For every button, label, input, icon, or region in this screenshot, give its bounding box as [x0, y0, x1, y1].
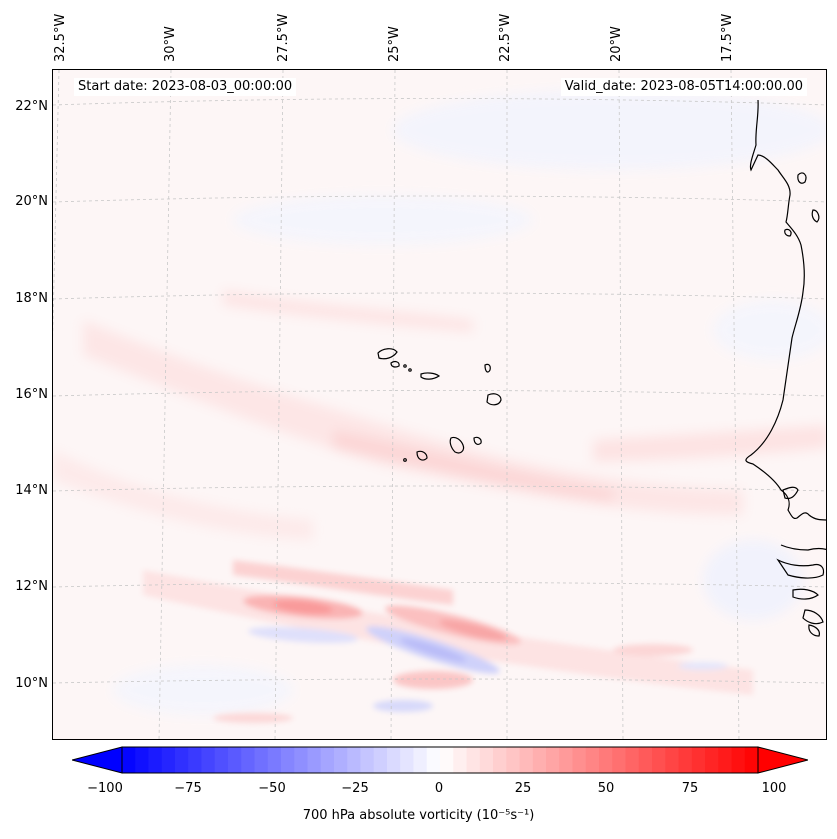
lon-label-30w: 30°W	[163, 26, 178, 62]
vorticity-map	[53, 70, 826, 739]
colorbar-cell	[466, 747, 481, 773]
graticule	[53, 70, 826, 739]
colorbar-cell	[691, 747, 706, 773]
lat-label-20n: 20°N	[15, 194, 48, 209]
colorbar-cell	[426, 747, 441, 773]
colorbar-cell	[744, 747, 759, 773]
colorbar-max-extension	[757, 746, 808, 774]
colorbar-cell	[320, 747, 335, 773]
colorbar-cell	[294, 747, 308, 773]
lat-label-10n: 10°N	[15, 676, 48, 691]
colorbar-cell	[387, 747, 401, 773]
colorbar-cell	[718, 747, 732, 773]
colorbar-cell	[705, 747, 719, 773]
colorbar-cell	[493, 747, 507, 773]
colorbar-cell	[519, 747, 534, 773]
colorbar-label: 700 hPa absolute vorticity (10⁻⁵s⁻¹)	[302, 808, 535, 823]
colorbar-cell	[135, 747, 149, 773]
colorbar-tick: 75	[681, 781, 699, 796]
colorbar-cell	[638, 747, 653, 773]
colorbar-cell	[546, 747, 560, 773]
colorbar-cell	[175, 747, 189, 773]
colorbar-cell	[506, 747, 520, 773]
colorbar-cell	[599, 747, 613, 773]
colorbar-cell	[665, 747, 679, 773]
vorticity-field	[53, 70, 826, 739]
colorbar-cell	[373, 747, 388, 773]
colorbar-tick: −50	[258, 781, 286, 796]
colorbar-cell	[334, 747, 348, 773]
map-panel[interactable]	[52, 69, 827, 740]
colorbar-cell	[652, 747, 666, 773]
colorbar-tick: −75	[174, 781, 202, 796]
colorbar-outline	[121, 746, 759, 774]
coastlines	[745, 99, 826, 637]
colorbar-cell	[254, 747, 269, 773]
colorbar-cell	[572, 747, 587, 773]
colorbar-cell	[440, 747, 454, 773]
colorbar-cell	[214, 747, 229, 773]
colorbar	[72, 746, 808, 774]
lon-label-22-5w: 22.5°W	[498, 13, 513, 62]
colorbar-cell	[585, 747, 600, 773]
colorbar-cell	[161, 747, 176, 773]
lon-label-17-5w: 17.5°W	[720, 13, 735, 62]
colorbar-tick: 50	[597, 781, 615, 796]
valid-date-label: Valid_date: 2023-08-05T14:00:00.00	[560, 78, 807, 96]
colorbar-cell	[347, 747, 361, 773]
lat-label-22n: 22°N	[15, 99, 48, 114]
colorbar-cell	[122, 747, 136, 773]
colorbar-tick: 0	[434, 781, 444, 796]
colorbar-cell	[360, 747, 375, 773]
lat-label-14n: 14°N	[15, 483, 48, 498]
lon-label-27-5w: 27.5°W	[276, 13, 291, 62]
colorbar-cell	[678, 747, 693, 773]
colorbar-min-extension	[72, 746, 123, 774]
colorbar-tick: −100	[87, 781, 123, 796]
colorbar-cell	[625, 747, 640, 773]
colorbar-cell	[188, 747, 202, 773]
colorbar-tick: 25	[514, 781, 532, 796]
colorbar-cell	[453, 747, 467, 773]
cape-verde-islands	[377, 348, 502, 462]
colorbar-cell	[612, 747, 626, 773]
colorbar-cell	[148, 747, 163, 773]
colorbar-cell	[228, 747, 242, 773]
colorbar-cell	[413, 747, 428, 773]
colorbar-cell	[267, 747, 282, 773]
colorbar-cell	[559, 747, 573, 773]
colorbar-cell	[307, 747, 322, 773]
lon-label-32-5w: 32.5°W	[53, 13, 68, 62]
start-date-label: Start date: 2023-08-03_00:00:00	[74, 78, 297, 96]
colorbar-cell	[201, 747, 216, 773]
colorbar-cell	[731, 747, 746, 773]
lon-label-25w: 25°W	[387, 26, 402, 62]
colorbar-cells	[122, 747, 759, 773]
lat-label-16n: 16°N	[15, 387, 48, 402]
colorbar-tick: −25	[341, 781, 369, 796]
west-africa-coast	[745, 99, 826, 521]
colorbar-cell	[400, 747, 414, 773]
colorbar-tick: 100	[761, 781, 787, 796]
lat-label-12n: 12°N	[15, 579, 48, 594]
lon-label-20w: 20°W	[609, 26, 624, 62]
colorbar-cell	[532, 747, 547, 773]
colorbar-cell	[241, 747, 255, 773]
colorbar-cell	[479, 747, 494, 773]
lat-label-18n: 18°N	[15, 291, 48, 306]
colorbar-cell	[281, 747, 295, 773]
